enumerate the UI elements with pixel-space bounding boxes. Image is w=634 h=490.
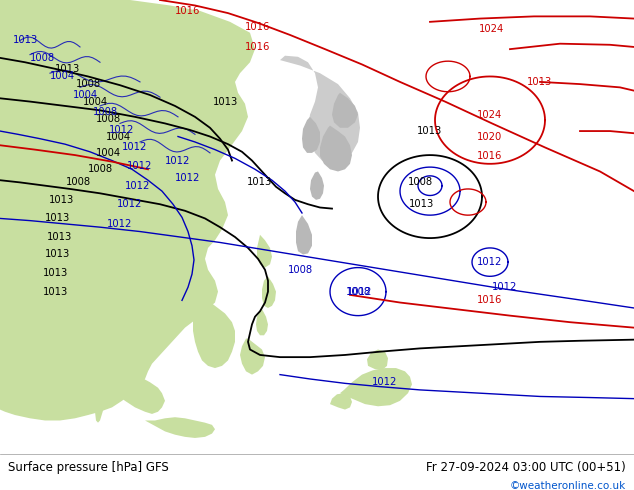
Text: 1012: 1012 [107, 219, 133, 229]
Text: 1013: 1013 [410, 199, 435, 209]
Text: 1013: 1013 [46, 214, 70, 223]
Text: 1013: 1013 [212, 97, 238, 106]
Text: 1008: 1008 [346, 287, 370, 296]
Text: 1013: 1013 [247, 177, 273, 187]
Text: 1024: 1024 [477, 110, 503, 120]
Text: 1020: 1020 [477, 131, 503, 142]
Text: 1004: 1004 [105, 131, 131, 142]
Text: 1013: 1013 [42, 268, 68, 278]
Polygon shape [320, 125, 352, 172]
Text: 1012: 1012 [493, 282, 518, 292]
Polygon shape [280, 56, 360, 164]
Polygon shape [145, 417, 215, 438]
Text: 1008: 1008 [93, 107, 117, 118]
Text: 1016: 1016 [245, 42, 271, 52]
Polygon shape [340, 368, 412, 406]
Text: 1016: 1016 [176, 6, 201, 16]
Polygon shape [330, 393, 352, 410]
Text: 1004: 1004 [96, 148, 120, 158]
Text: 1012: 1012 [109, 125, 134, 135]
Text: 1013: 1013 [527, 77, 553, 87]
Text: 1016: 1016 [245, 23, 271, 32]
Text: 1013: 1013 [46, 249, 70, 260]
Polygon shape [240, 339, 265, 375]
Text: 1008: 1008 [87, 164, 113, 174]
Text: 1008: 1008 [65, 177, 91, 187]
Text: 1012: 1012 [477, 257, 503, 267]
Text: Surface pressure [hPa] GFS: Surface pressure [hPa] GFS [8, 461, 169, 474]
Text: 1004: 1004 [49, 72, 75, 81]
Text: 1016: 1016 [477, 295, 503, 305]
Text: 1013: 1013 [417, 126, 443, 136]
Text: 1016: 1016 [477, 151, 503, 161]
Polygon shape [0, 0, 255, 420]
Text: 1012: 1012 [126, 181, 151, 191]
Polygon shape [193, 292, 235, 368]
Text: 1024: 1024 [479, 24, 505, 34]
Polygon shape [332, 93, 358, 128]
Polygon shape [257, 235, 272, 268]
Text: 1012: 1012 [122, 143, 148, 152]
Text: 1012: 1012 [347, 287, 373, 296]
Text: ©weatheronline.co.uk: ©weatheronline.co.uk [510, 481, 626, 490]
Polygon shape [256, 309, 268, 335]
Text: 1008: 1008 [29, 53, 55, 63]
Polygon shape [91, 317, 116, 423]
Polygon shape [262, 276, 276, 308]
Text: 1012: 1012 [127, 161, 153, 171]
Text: 1012: 1012 [165, 155, 191, 166]
Text: 1013: 1013 [13, 35, 37, 46]
Text: 1013: 1013 [49, 195, 75, 205]
Text: 1013: 1013 [48, 232, 73, 242]
Text: 1004: 1004 [82, 97, 108, 106]
Text: 1013: 1013 [55, 64, 81, 74]
Polygon shape [88, 202, 130, 320]
Polygon shape [310, 172, 324, 200]
Text: 1004: 1004 [72, 90, 98, 100]
Polygon shape [95, 371, 165, 414]
Text: 1012: 1012 [372, 377, 398, 387]
Text: 1008: 1008 [408, 177, 432, 187]
Polygon shape [367, 349, 388, 370]
Polygon shape [296, 215, 312, 254]
Text: Fr 27-09-2024 03:00 UTC (00+51): Fr 27-09-2024 03:00 UTC (00+51) [426, 461, 626, 474]
Text: 1008: 1008 [96, 114, 120, 124]
Text: 1008: 1008 [75, 79, 101, 89]
Polygon shape [302, 117, 320, 153]
Text: 1012: 1012 [176, 173, 201, 183]
Text: 1008: 1008 [287, 265, 313, 275]
Text: 1013: 1013 [42, 287, 68, 296]
Text: 1012: 1012 [117, 199, 143, 209]
